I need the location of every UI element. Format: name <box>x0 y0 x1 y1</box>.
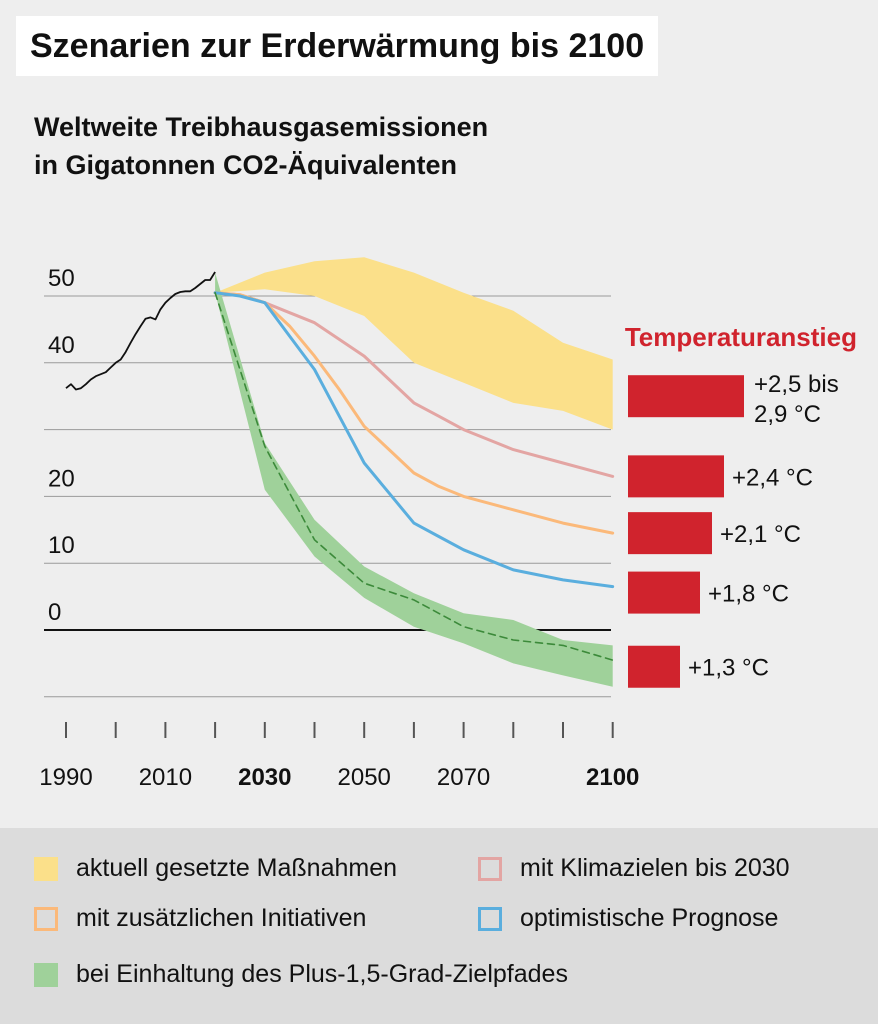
temperature-bar <box>628 571 700 614</box>
legend-swatch-pink <box>478 856 502 881</box>
x-axis: 1990 2010 2030 2050 2070 2100 <box>39 722 639 791</box>
temperature-bar <box>628 375 744 418</box>
x-tick-label: 2050 <box>338 764 391 791</box>
y-tick-label: 20 <box>48 465 75 492</box>
x-tick-label: 2070 <box>437 764 490 791</box>
historical-emissions <box>65 271 216 391</box>
subtitle-line-1: Weltweite Treibhausgasemissionen <box>34 112 489 142</box>
temperature-label: +2,4 °C <box>732 464 813 491</box>
temperature-title: Temperaturanstieg <box>625 322 857 352</box>
legend-item-1-5-degree-path: bei Einhaltung des Plus-1,5-Grad-Zielpfa… <box>34 960 568 989</box>
temperature-label: +1,3 °C <box>688 655 769 682</box>
series-line-green_line <box>214 291 614 661</box>
band-green <box>215 272 613 687</box>
temperature-label: +1,8 °C <box>708 581 789 608</box>
legend-swatch-green <box>34 962 58 987</box>
x-tick-label: 1990 <box>39 764 92 791</box>
scenario-bands <box>215 257 613 687</box>
legend-swatch-blue <box>478 906 502 931</box>
legend-swatch-orange <box>34 906 58 931</box>
y-tick-label: 10 <box>48 532 75 559</box>
scenario-lines <box>213 291 615 661</box>
legend-item-climate-goals-2030: mit Klimazielen bis 2030 <box>478 854 790 883</box>
legend-item-optimistic-forecast: optimistische Prognose <box>478 904 778 933</box>
history-line <box>65 271 216 391</box>
temperature-label: +2,5 bis <box>754 371 839 398</box>
series-line-blue <box>213 291 615 589</box>
temperature-bar <box>628 512 712 555</box>
y-tick-label: 40 <box>48 332 75 359</box>
temperature-label: +2,1 °C <box>720 521 801 548</box>
legend-label: optimistische Prognose <box>520 904 779 932</box>
chart-subtitle: Weltweite Treibhausgasemissionen in Giga… <box>34 108 488 184</box>
temperature-bar <box>628 455 724 498</box>
legend-label: mit Klimazielen bis 2030 <box>520 854 790 882</box>
temperature-label: 2,9 °C <box>754 401 821 428</box>
series-line-pink <box>213 291 615 478</box>
x-tick-label: 2010 <box>139 764 192 791</box>
temperature-bar <box>628 645 680 688</box>
temperature-bars: Temperaturanstieg +2,5 bis 2,9 °C +2,4 °C +2… <box>625 322 857 688</box>
subtitle-line-2: in Gigatonnen CO2-Äquivalenten <box>34 150 458 180</box>
y-axis-labels: 50 40 20 10 0 <box>48 265 75 626</box>
legend-label: bei Einhaltung des Plus-1,5-Grad-Zielpfa… <box>76 960 568 988</box>
x-tick-label: 2100 <box>586 764 639 791</box>
y-tick-label: 50 <box>48 265 75 292</box>
chart-title: Szenarien zur Erderwärmung bis 2100 <box>16 16 659 76</box>
legend-label: mit zusätzlichen Initiativen <box>76 904 367 932</box>
legend-item-current-measures: aktuell gesetzte Maßnahmen <box>34 854 397 883</box>
y-tick-label: 0 <box>48 599 61 626</box>
band-yellow <box>215 257 613 430</box>
legend-swatch-yellow <box>34 856 58 881</box>
legend: aktuell gesetzte Maßnahmen mit Klimaziel… <box>0 828 878 1024</box>
legend-label: aktuell gesetzte Maßnahmen <box>76 854 398 882</box>
legend-item-additional-initiatives: mit zusätzlichen Initiativen <box>34 904 366 933</box>
x-tick-label: 2030 <box>238 764 291 791</box>
